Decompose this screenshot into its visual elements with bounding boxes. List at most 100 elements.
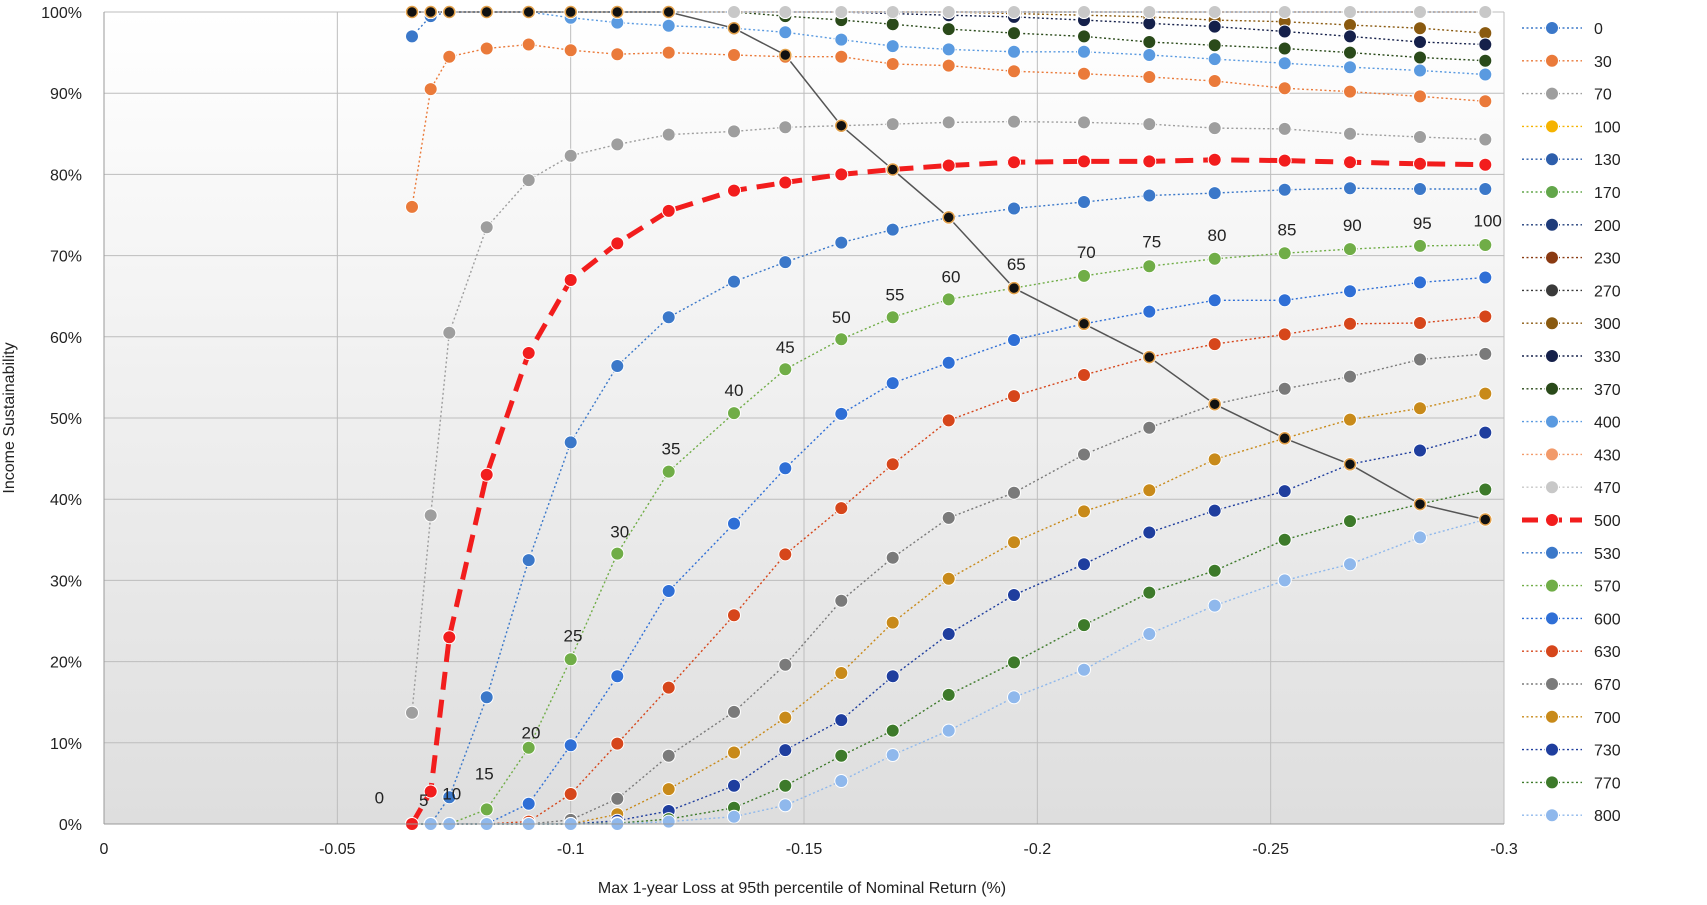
data-point <box>610 47 625 62</box>
data-point <box>1478 309 1493 324</box>
legend-entry: 500 <box>1522 513 1621 530</box>
annotation-label: 40 <box>725 381 744 400</box>
legend-swatch-marker <box>1545 381 1559 396</box>
series-line <box>412 11 1486 76</box>
data-point <box>479 467 494 482</box>
legend-entry: 670 <box>1522 677 1621 694</box>
data-point <box>885 615 900 630</box>
data-point <box>834 332 849 347</box>
data-point <box>1077 557 1091 572</box>
data-point <box>1007 690 1021 705</box>
data-point <box>941 355 956 370</box>
data-point <box>1207 563 1222 578</box>
data-point <box>885 17 900 32</box>
data-point <box>1478 94 1493 109</box>
legend-entry: 470 <box>1522 480 1621 497</box>
data-point <box>834 406 849 421</box>
data-point <box>661 310 676 325</box>
data-point <box>885 748 900 762</box>
x-tick-label: -0.05 <box>319 841 356 858</box>
data-point <box>1007 5 1021 19</box>
data-point <box>1277 81 1292 96</box>
data-point <box>834 593 849 608</box>
frontier-point <box>424 5 437 19</box>
data-point <box>727 5 741 19</box>
data-point <box>1478 425 1493 440</box>
data-point <box>661 203 676 218</box>
data-point <box>1142 304 1157 319</box>
data-point <box>834 774 849 788</box>
data-point <box>1277 293 1292 308</box>
legend-entry: 570 <box>1522 578 1621 596</box>
data-point <box>778 657 793 672</box>
legend-swatch-marker <box>1545 578 1559 593</box>
legend-label: 670 <box>1594 677 1621 694</box>
data-point <box>1077 44 1091 59</box>
legend-swatch-marker <box>1545 480 1559 495</box>
data-point <box>1277 484 1292 499</box>
frontier-point <box>1143 350 1156 364</box>
legend-label: 430 <box>1594 447 1621 464</box>
legend-label: 400 <box>1594 415 1621 432</box>
legend-swatch-marker <box>1545 808 1559 823</box>
data-point <box>1077 5 1091 19</box>
legend-swatch-marker <box>1545 513 1559 527</box>
legend-label: 300 <box>1594 316 1621 333</box>
legend-swatch-marker <box>1545 250 1559 265</box>
annotation-label: 45 <box>776 338 795 357</box>
data-point <box>885 723 900 738</box>
data-point <box>885 57 900 71</box>
frontier-point <box>1007 281 1021 295</box>
legend-entry: 430 <box>1522 447 1621 464</box>
legend-entry: 370 <box>1522 381 1621 399</box>
data-point <box>521 553 536 568</box>
annotation-label: 0 <box>375 789 384 808</box>
data-point <box>661 782 676 797</box>
data-point <box>1413 89 1427 104</box>
data-point <box>1007 114 1021 129</box>
data-point <box>1413 401 1427 416</box>
data-point <box>563 43 578 58</box>
data-point <box>610 236 625 251</box>
data-point <box>1343 514 1357 529</box>
data-point <box>1077 195 1091 209</box>
data-point <box>727 778 741 793</box>
data-point <box>1478 67 1493 82</box>
annotation-label: 25 <box>564 626 583 645</box>
frontier-point <box>1413 497 1427 511</box>
data-point <box>778 778 793 793</box>
legend-swatch-marker <box>1545 86 1559 101</box>
legend-label: 230 <box>1594 251 1621 268</box>
legend-swatch-marker <box>1545 742 1559 757</box>
data-point <box>1478 182 1493 196</box>
legend-label: 200 <box>1594 218 1621 235</box>
x-tick-label: 0 <box>100 841 109 858</box>
legend-swatch-marker <box>1545 119 1559 134</box>
data-point <box>1207 598 1222 613</box>
x-tick-label: -0.3 <box>1490 841 1518 858</box>
legend-swatch-marker <box>1545 53 1559 68</box>
data-point <box>941 58 956 73</box>
data-point <box>1077 504 1091 519</box>
series-500 <box>405 152 1493 831</box>
data-point <box>1343 84 1357 99</box>
data-point <box>1343 29 1357 44</box>
data-point <box>1478 5 1493 19</box>
data-point <box>941 5 956 19</box>
data-point <box>1413 5 1427 19</box>
legend-label: 470 <box>1594 480 1621 497</box>
data-point <box>1007 64 1021 79</box>
data-point <box>941 292 956 307</box>
data-point <box>563 273 578 287</box>
annotation-label: 80 <box>1208 226 1227 245</box>
frontier-point <box>522 5 535 19</box>
data-point <box>1478 346 1493 361</box>
annotation-label: 10 <box>442 785 461 804</box>
data-point <box>661 464 676 479</box>
y-tick-label: 90% <box>50 86 82 103</box>
series-800 <box>405 512 1493 831</box>
data-point <box>941 115 956 130</box>
legend-label: 30 <box>1594 54 1612 71</box>
annotation-label: 55 <box>886 285 905 304</box>
legend-entry: 130 <box>1522 152 1621 169</box>
